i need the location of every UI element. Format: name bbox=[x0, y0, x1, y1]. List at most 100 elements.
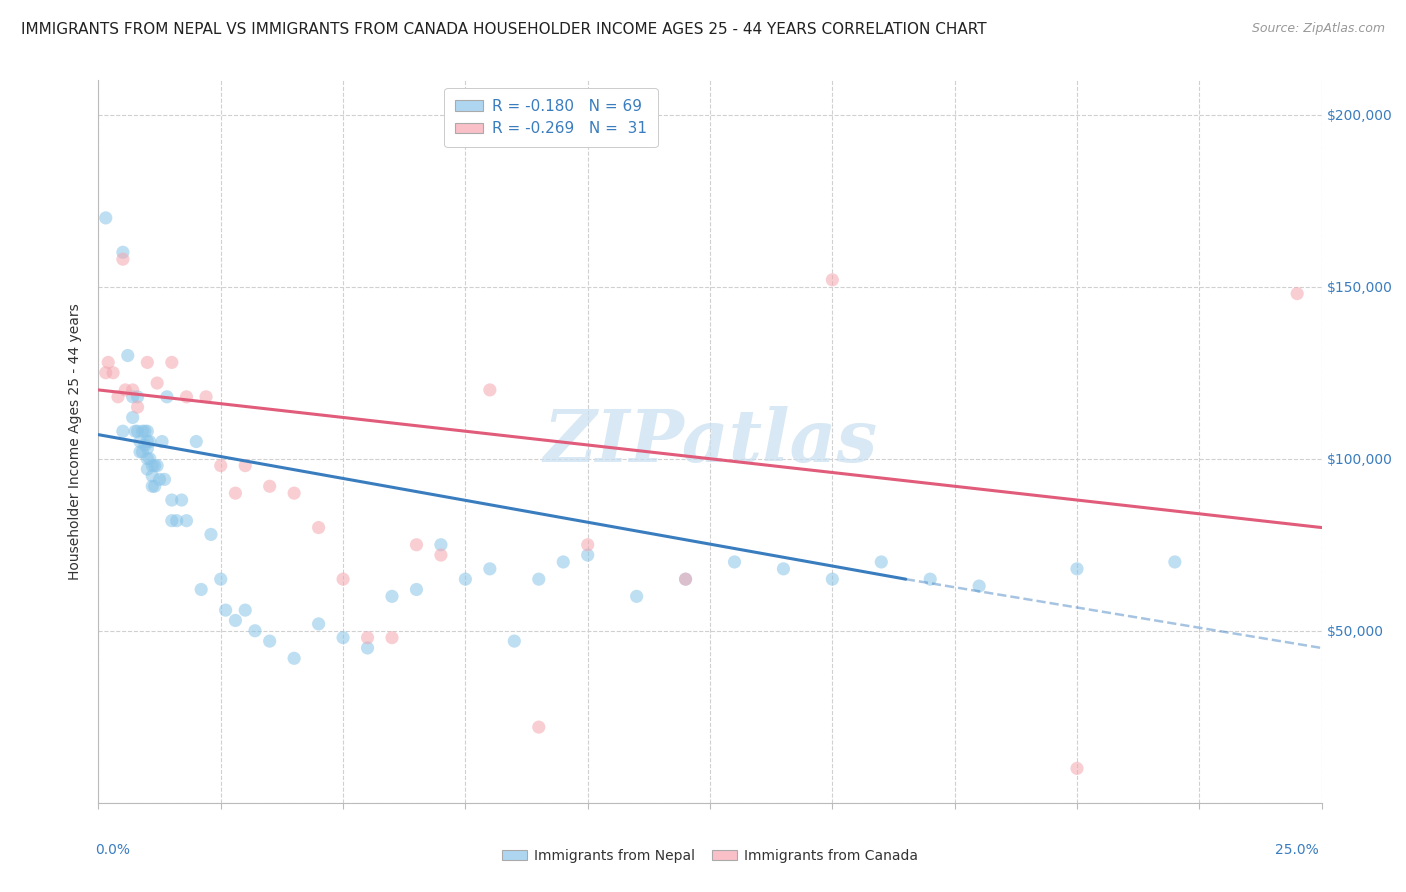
Point bbox=[576, 538, 599, 552]
Point bbox=[209, 458, 232, 473]
Point bbox=[134, 438, 156, 452]
Point bbox=[200, 527, 222, 541]
Point bbox=[478, 562, 501, 576]
Point bbox=[723, 555, 745, 569]
Point bbox=[821, 273, 844, 287]
Point bbox=[308, 616, 330, 631]
Point bbox=[209, 572, 232, 586]
Point bbox=[117, 349, 139, 363]
Point bbox=[308, 520, 330, 534]
Point bbox=[576, 548, 599, 562]
Point bbox=[114, 383, 136, 397]
Point bbox=[527, 720, 550, 734]
Point bbox=[139, 451, 162, 466]
Point bbox=[405, 538, 427, 552]
Point bbox=[160, 514, 183, 528]
Point bbox=[94, 366, 117, 380]
Point bbox=[160, 493, 183, 508]
Point bbox=[259, 479, 281, 493]
Point bbox=[160, 355, 183, 369]
Point bbox=[127, 424, 149, 438]
Point bbox=[127, 390, 149, 404]
Point bbox=[136, 451, 159, 466]
Point bbox=[136, 434, 159, 449]
Point bbox=[527, 572, 550, 586]
Point bbox=[111, 424, 134, 438]
Legend: Immigrants from Nepal, Immigrants from Canada: Immigrants from Nepal, Immigrants from C… bbox=[496, 843, 924, 868]
Point bbox=[233, 603, 256, 617]
Point bbox=[143, 479, 166, 493]
Point bbox=[478, 383, 501, 397]
Point bbox=[195, 390, 218, 404]
Point bbox=[136, 424, 159, 438]
Point bbox=[356, 631, 378, 645]
Point bbox=[111, 245, 134, 260]
Point bbox=[94, 211, 117, 225]
Point bbox=[626, 590, 648, 604]
Point bbox=[127, 400, 149, 414]
Point bbox=[153, 472, 176, 486]
Point bbox=[136, 462, 159, 476]
Point bbox=[224, 486, 246, 500]
Text: Source: ZipAtlas.com: Source: ZipAtlas.com bbox=[1251, 22, 1385, 36]
Point bbox=[920, 572, 942, 586]
Point bbox=[124, 424, 146, 438]
Point bbox=[143, 458, 166, 473]
Point bbox=[553, 555, 575, 569]
Point bbox=[121, 383, 143, 397]
Point bbox=[332, 631, 354, 645]
Point bbox=[821, 572, 844, 586]
Point bbox=[259, 634, 281, 648]
Point bbox=[141, 458, 163, 473]
Point bbox=[136, 355, 159, 369]
Point bbox=[176, 390, 198, 404]
Point bbox=[107, 390, 129, 404]
Point bbox=[870, 555, 893, 569]
Point bbox=[1286, 286, 1309, 301]
Point bbox=[283, 486, 305, 500]
Point bbox=[129, 434, 152, 449]
Point bbox=[430, 548, 453, 562]
Text: 0.0%: 0.0% bbox=[96, 843, 131, 857]
Point bbox=[139, 434, 162, 449]
Point bbox=[243, 624, 266, 638]
Point bbox=[146, 376, 169, 390]
Point bbox=[121, 390, 143, 404]
Point bbox=[134, 424, 156, 438]
Point bbox=[129, 445, 152, 459]
Point bbox=[101, 366, 124, 380]
Point bbox=[156, 390, 179, 404]
Point bbox=[675, 572, 697, 586]
Point bbox=[381, 631, 404, 645]
Point bbox=[170, 493, 193, 508]
Text: 25.0%: 25.0% bbox=[1275, 843, 1319, 857]
Point bbox=[121, 410, 143, 425]
Point bbox=[503, 634, 526, 648]
Text: IMMIGRANTS FROM NEPAL VS IMMIGRANTS FROM CANADA HOUSEHOLDER INCOME AGES 25 - 44 : IMMIGRANTS FROM NEPAL VS IMMIGRANTS FROM… bbox=[21, 22, 987, 37]
Point bbox=[146, 458, 169, 473]
Point bbox=[131, 445, 153, 459]
Point bbox=[141, 479, 163, 493]
Y-axis label: Householder Income Ages 25 - 44 years: Householder Income Ages 25 - 44 years bbox=[69, 303, 83, 580]
Point bbox=[967, 579, 990, 593]
Point bbox=[141, 469, 163, 483]
Text: ZIPatlas: ZIPatlas bbox=[543, 406, 877, 477]
Point bbox=[136, 442, 159, 456]
Point bbox=[1164, 555, 1187, 569]
Point bbox=[97, 355, 120, 369]
Point bbox=[150, 434, 173, 449]
Point bbox=[356, 640, 378, 655]
Point bbox=[111, 252, 134, 267]
Point bbox=[405, 582, 427, 597]
Point bbox=[214, 603, 236, 617]
Point bbox=[166, 514, 188, 528]
Point bbox=[131, 424, 153, 438]
Point bbox=[381, 590, 404, 604]
Point bbox=[224, 614, 246, 628]
Point bbox=[332, 572, 354, 586]
Point bbox=[190, 582, 212, 597]
Point bbox=[430, 538, 453, 552]
Point bbox=[675, 572, 697, 586]
Point bbox=[1066, 761, 1088, 775]
Point bbox=[283, 651, 305, 665]
